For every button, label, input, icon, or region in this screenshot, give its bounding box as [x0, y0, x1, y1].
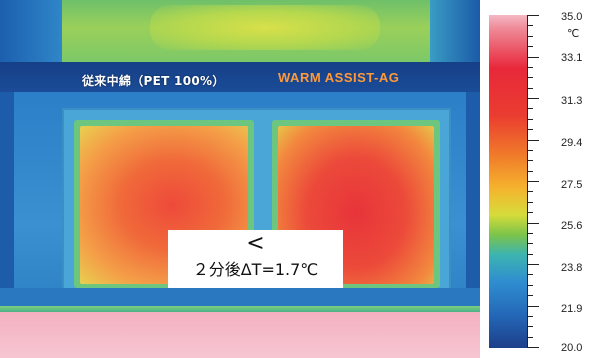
comparison-box: < ２分後ΔT=1.7℃ [168, 230, 343, 288]
scale-tick [527, 56, 539, 58]
scale-tick [527, 212, 533, 214]
scale-tick [527, 66, 533, 68]
top-right-dark-panel [430, 0, 480, 62]
scale-tick [527, 243, 533, 245]
right-material-label: WARM ASSIST-AG [278, 70, 400, 85]
scale-tick [527, 139, 539, 141]
scale-tick [527, 222, 539, 224]
scale-tick [527, 253, 533, 255]
scale-tick [527, 191, 533, 193]
scale-tick [527, 118, 533, 120]
scale-tick [527, 25, 533, 27]
temperature-color-scale [489, 15, 527, 348]
unit-label: ℃ [567, 27, 580, 40]
left-material-label: 従来中綿（PET 100%） [82, 74, 225, 88]
scale-tick [527, 336, 533, 338]
scale-tick [527, 326, 533, 328]
scale-label: 35.0 [561, 11, 583, 23]
scale-tick [527, 77, 533, 79]
scale-tick [527, 284, 533, 286]
scale-label: 31.3 [561, 95, 583, 107]
right-side-strip [466, 92, 480, 312]
scale-tick [527, 274, 533, 276]
scale-ticks [527, 15, 543, 348]
thermal-image: 従来中綿（PET 100%） WARM ASSIST-AG < ２分後ΔT=1.… [0, 0, 480, 358]
scale-tick [527, 129, 533, 131]
label-strip [0, 62, 480, 92]
scale-tick [527, 149, 533, 151]
bottom-green-line [0, 306, 480, 312]
scale-tick [527, 315, 533, 317]
scale-label: 25.6 [561, 220, 583, 232]
scale-tick [527, 170, 533, 172]
scale-tick [527, 181, 539, 182]
scale-tick [527, 347, 539, 348]
scale-label: 29.4 [561, 137, 583, 149]
bottom-pink-surface [0, 312, 480, 358]
left-side-strip [0, 92, 14, 312]
bottom-blue-strip [0, 288, 480, 306]
scale-tick [527, 15, 539, 16]
scale-tick [527, 160, 533, 162]
delta-t-text: ２分後ΔT=1.7℃ [192, 260, 319, 279]
scale-tick [527, 87, 533, 89]
less-than-symbol: < [246, 231, 265, 256]
scale-tick [527, 264, 539, 265]
top-center-warm [150, 5, 380, 50]
scale-axis-line [527, 15, 528, 348]
scale-tick [527, 295, 533, 297]
scale-label: 33.1 [561, 52, 583, 64]
scale-label: 23.8 [561, 262, 583, 274]
scale-tick [527, 98, 539, 99]
scale-tick [527, 232, 533, 234]
top-left-dark-panel [0, 0, 62, 62]
scale-tick [527, 108, 533, 110]
scale-label: 20.0 [561, 342, 583, 354]
scale-label: 27.5 [561, 179, 583, 191]
scale-tick [527, 35, 533, 37]
scale-tick [527, 201, 533, 203]
scale-tick [527, 46, 533, 48]
scale-tick [527, 305, 539, 307]
scale-label: 21.9 [561, 303, 583, 315]
